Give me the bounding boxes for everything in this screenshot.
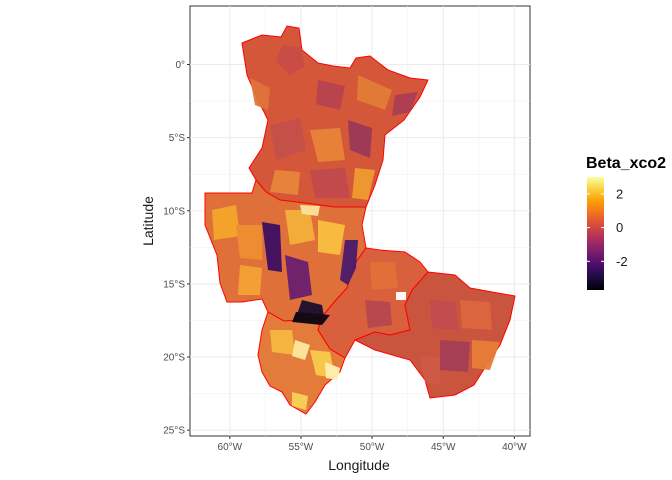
legend-tick-label: -2 (616, 254, 628, 269)
y-axis-title: Latitude (140, 196, 156, 246)
y-tick-label: 25°S (163, 426, 185, 437)
map-regions (204, 25, 516, 415)
x-tick-label: 40°W (502, 442, 527, 453)
y-tick-label: 20°S (163, 353, 185, 364)
legend-colorbar (587, 177, 604, 290)
y-tick-label: 0° (175, 60, 185, 71)
y-tick-label: 10°S (163, 206, 185, 217)
x-tick-label: 60°W (218, 442, 243, 453)
y-tick-label: 5°S (169, 133, 186, 144)
legend-tick-label: 2 (616, 186, 623, 201)
y-tick-label: 15°S (163, 279, 185, 290)
legend-title: Beta_xco2 (586, 155, 666, 172)
x-axis-title: Longitude (328, 457, 390, 473)
municipality-patches (212, 45, 500, 410)
x-tick-label: 55°W (289, 442, 314, 453)
x-axis: 60°W 55°W 50°W 45°W 40°W (218, 436, 527, 453)
legend: Beta_xco2 2 0 -2 (586, 155, 666, 290)
legend-tick-label: 0 (616, 220, 623, 235)
y-axis: 0° 5°S 10°S 15°S 20°S 25°S (163, 60, 190, 437)
legend-ticks: 2 0 -2 (587, 186, 628, 269)
x-tick-label: 45°W (431, 442, 456, 453)
x-tick-label: 50°W (360, 442, 385, 453)
